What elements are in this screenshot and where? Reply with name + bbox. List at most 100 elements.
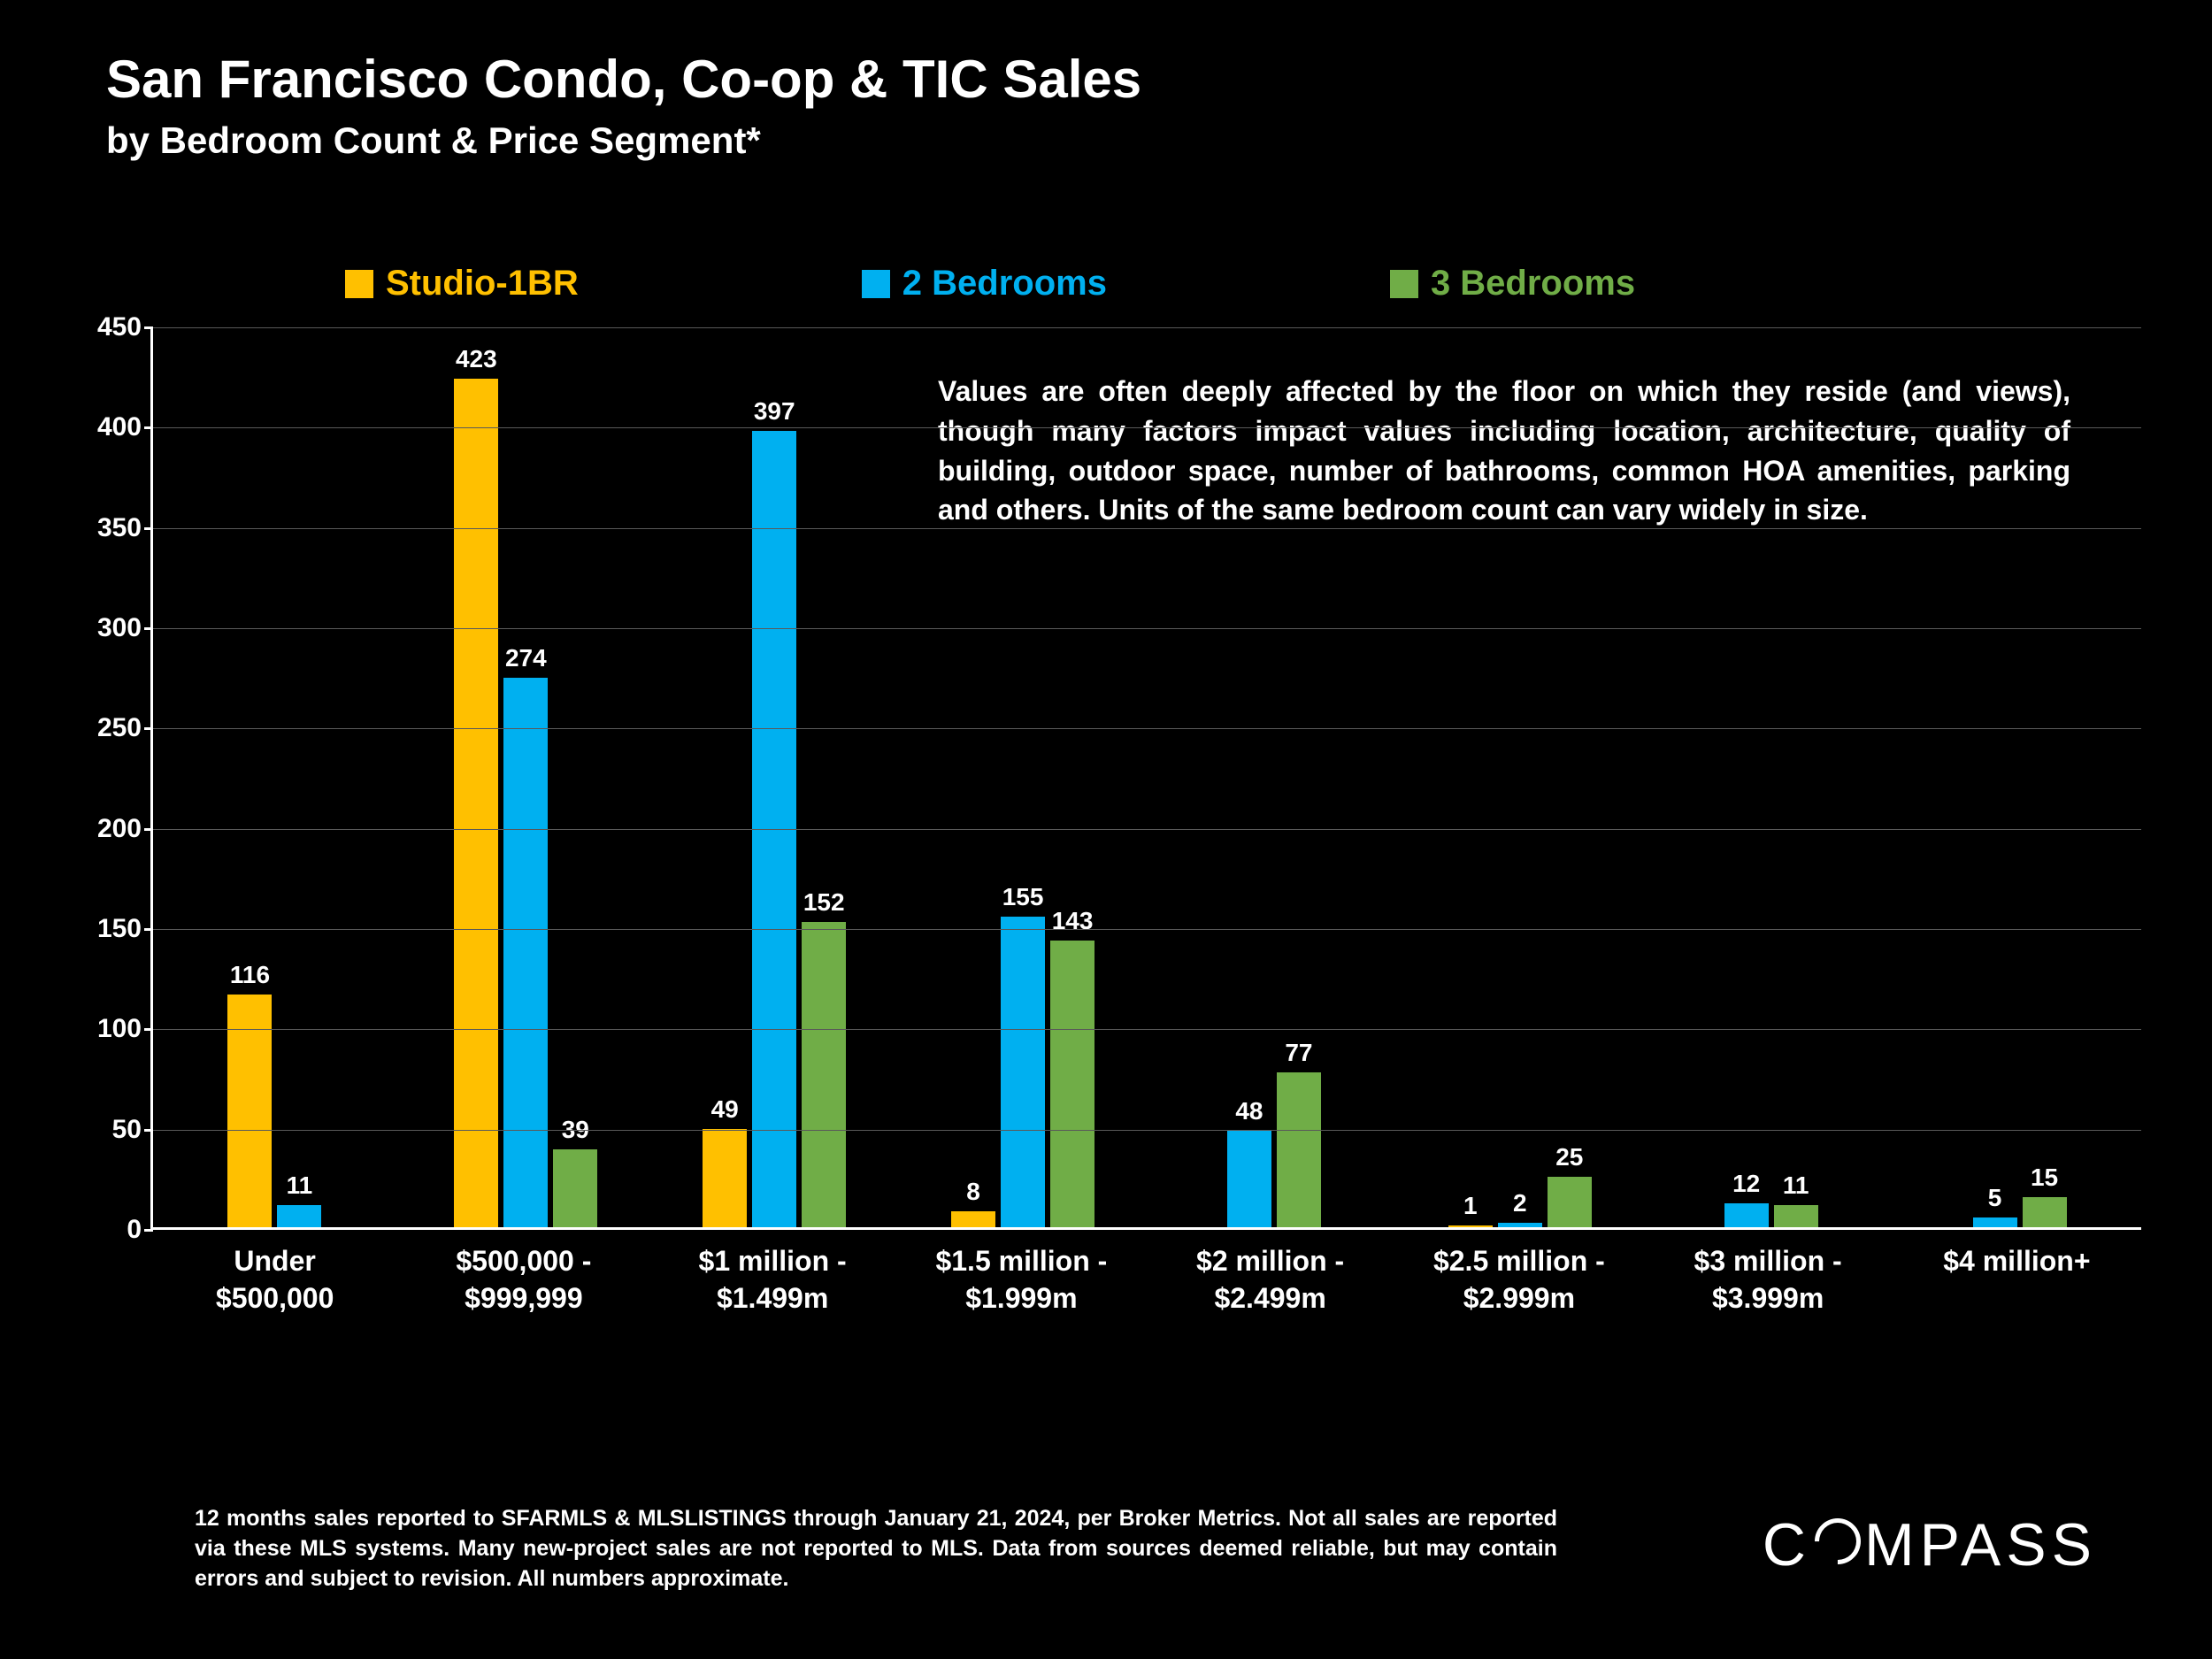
legend-swatch: [1390, 270, 1418, 298]
bar-cluster: 8 155143: [951, 917, 1094, 1227]
legend-label: 2 Bedrooms: [902, 264, 1107, 303]
gridline: [153, 528, 2141, 529]
bar-value-label: 423: [456, 345, 497, 373]
gridline: [153, 1130, 2141, 1131]
x-tick-label-line1: $1.5 million -: [897, 1243, 1146, 1280]
bar: 143: [1050, 941, 1094, 1227]
bar-value-label: 25: [1555, 1143, 1583, 1171]
bar-value-label: 8: [966, 1178, 980, 1206]
y-tick-mark: [144, 627, 153, 630]
logo-o-icon: [1805, 1509, 1870, 1574]
x-tick-label: Under$500,000: [150, 1243, 399, 1317]
x-tick-label: $3 million -$3.999m: [1644, 1243, 1893, 1317]
bar: 5: [1973, 1217, 2017, 1227]
bar-cluster: 5 15: [1968, 1197, 2067, 1227]
compass-logo: C MPASS: [1763, 1510, 2097, 1579]
bar: 423: [454, 379, 498, 1227]
y-tick-mark: [144, 426, 153, 429]
y-tick-mark: [144, 527, 153, 530]
bar: 11: [1774, 1205, 1818, 1227]
legend-item: 3 Bedrooms: [1390, 264, 1635, 303]
x-tick-label: $1 million -$1.499m: [649, 1243, 897, 1317]
bar-value-label: 11: [287, 1171, 313, 1200]
bar-group: 42327439: [402, 327, 650, 1227]
bar-value-label: 49: [711, 1095, 739, 1124]
x-tick-label-line2: $1.999m: [897, 1280, 1146, 1317]
bar: 1: [1448, 1225, 1493, 1227]
y-axis: 050100150200250300350400450: [71, 327, 150, 1230]
x-tick-label-line1: $1 million -: [649, 1243, 897, 1280]
bar-value-label: 1: [1463, 1192, 1478, 1220]
y-tick-label: 0: [127, 1215, 142, 1245]
bar-value-label: 77: [1285, 1039, 1312, 1067]
legend-label: 3 Bedrooms: [1431, 264, 1635, 303]
y-tick-label: 300: [97, 613, 142, 643]
x-tick-label: $2.5 million -$2.999m: [1394, 1243, 1643, 1317]
bar: 39: [553, 1149, 597, 1227]
bar: 77: [1277, 1072, 1321, 1227]
x-tick-label: $1.5 million -$1.999m: [897, 1243, 1146, 1317]
legend-label: Studio-1BR: [386, 264, 579, 303]
y-tick-label: 150: [97, 914, 142, 944]
x-tick-label: $2 million -$2.499m: [1146, 1243, 1394, 1317]
bar: 2: [1498, 1223, 1542, 1227]
bar-group: 49397152: [650, 327, 899, 1227]
chart-subtitle: by Bedroom Count & Price Segment*: [106, 119, 761, 162]
bar-value-label: 15: [2031, 1164, 2058, 1192]
gridline: [153, 829, 2141, 830]
bar-value-label: 274: [505, 644, 547, 672]
x-tick-label-line1: Under: [150, 1243, 399, 1280]
y-tick-mark: [144, 1229, 153, 1232]
bar: 8: [951, 1211, 995, 1227]
bar-cluster: 48 77: [1222, 1072, 1321, 1227]
gridline: [153, 929, 2141, 930]
bar-group: 8155143: [899, 327, 1148, 1227]
bar-cluster: 1211: [1719, 1203, 1818, 1227]
bar-cluster: 1 2 25: [1448, 1177, 1592, 1227]
bar-value-label: 12: [1732, 1170, 1760, 1198]
x-tick-label-line2: $2.499m: [1146, 1280, 1394, 1317]
bar-value-label: 48: [1235, 1097, 1263, 1125]
bar-group: 1 2 25: [1395, 327, 1644, 1227]
bar-value-label: 5: [1988, 1184, 2002, 1212]
bar-group: 116 11: [153, 327, 402, 1227]
gridline: [153, 728, 2141, 729]
x-tick-label-line2: $500,000: [150, 1280, 399, 1317]
gridline: [153, 628, 2141, 629]
y-tick-label: 50: [112, 1115, 142, 1145]
y-tick-mark: [144, 928, 153, 931]
y-tick-label: 100: [97, 1014, 142, 1044]
bar: 274: [503, 678, 548, 1227]
plot-area: 1161142327439493971528155143487712251211…: [150, 327, 2141, 1230]
chart-title: San Francisco Condo, Co-op & TIC Sales: [106, 49, 1141, 110]
bar: 155: [1001, 917, 1045, 1227]
gridline: [153, 327, 2141, 328]
gridline: [153, 427, 2141, 428]
legend-item: Studio-1BR: [345, 264, 579, 303]
bar: 49: [703, 1129, 747, 1227]
bar: 25: [1548, 1177, 1592, 1227]
bar-chart: 050100150200250300350400450 116114232743…: [71, 327, 2141, 1345]
bar-value-label: 116: [230, 961, 270, 989]
gridline: [153, 1029, 2141, 1030]
bar-value-label: 143: [1052, 907, 1094, 935]
x-tick-label-line1: $500,000 -: [399, 1243, 648, 1280]
bar-group: 5 15: [1893, 327, 2141, 1227]
bar-group: 48 77: [1148, 327, 1396, 1227]
x-tick-label-line2: $999,999: [399, 1280, 648, 1317]
legend-item: 2 Bedrooms: [862, 264, 1107, 303]
x-tick-label: $4 million+: [1893, 1243, 2141, 1317]
y-tick-label: 200: [97, 814, 142, 844]
legend-swatch: [862, 270, 890, 298]
y-tick-mark: [144, 1129, 153, 1132]
x-tick-label-line1: $3 million -: [1644, 1243, 1893, 1280]
bar-value-label: 155: [1002, 883, 1044, 911]
bar-cluster: 42327439: [454, 379, 597, 1227]
y-tick-mark: [144, 727, 153, 730]
y-tick-mark: [144, 828, 153, 831]
bar: 12: [1724, 1203, 1769, 1227]
bar-value-label: 11: [1783, 1171, 1809, 1200]
y-tick-mark: [144, 326, 153, 329]
bar: 15: [2023, 1197, 2067, 1227]
bar-value-label: 397: [754, 397, 795, 426]
